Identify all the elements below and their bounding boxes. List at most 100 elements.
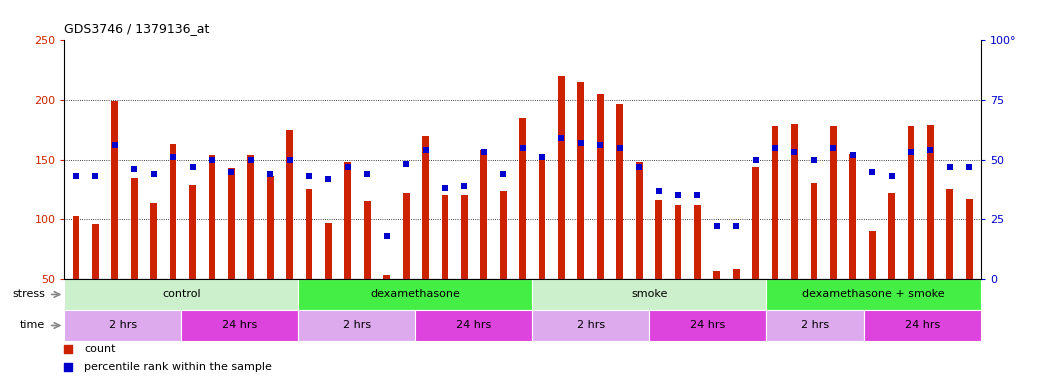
- Bar: [228, 168, 235, 279]
- Bar: [298, 310, 415, 341]
- Bar: [675, 205, 681, 279]
- Bar: [532, 310, 650, 341]
- Bar: [415, 310, 532, 341]
- Bar: [247, 155, 254, 279]
- Bar: [151, 203, 157, 279]
- Point: [573, 140, 590, 146]
- Bar: [500, 191, 507, 279]
- Point: [747, 157, 764, 163]
- Point: [728, 223, 744, 230]
- Bar: [733, 270, 740, 279]
- Point: [767, 145, 784, 151]
- Point: [456, 183, 472, 189]
- Bar: [532, 279, 766, 310]
- Point: [301, 173, 318, 179]
- Text: count: count: [84, 344, 115, 354]
- Bar: [209, 155, 215, 279]
- Point: [339, 164, 356, 170]
- Text: 2 hrs: 2 hrs: [343, 321, 371, 331]
- Point: [670, 192, 686, 199]
- Point: [359, 171, 376, 177]
- Point: [126, 166, 142, 172]
- Bar: [577, 82, 584, 279]
- Point: [845, 152, 862, 158]
- Text: stress: stress: [12, 290, 45, 300]
- Bar: [927, 125, 934, 279]
- Text: 2 hrs: 2 hrs: [109, 321, 137, 331]
- Bar: [519, 118, 526, 279]
- Bar: [267, 176, 274, 279]
- Point: [60, 346, 77, 353]
- Point: [805, 157, 822, 163]
- Point: [223, 169, 240, 175]
- Bar: [655, 200, 662, 279]
- Text: smoke: smoke: [631, 290, 667, 300]
- Point: [864, 169, 880, 175]
- Bar: [597, 94, 604, 279]
- Bar: [617, 104, 623, 279]
- Bar: [849, 154, 856, 279]
- Point: [165, 154, 182, 161]
- Bar: [766, 279, 981, 310]
- Point: [534, 154, 550, 161]
- Bar: [64, 279, 298, 310]
- Text: control: control: [162, 290, 200, 300]
- Text: 24 hrs: 24 hrs: [690, 321, 726, 331]
- Bar: [947, 189, 953, 279]
- Point: [60, 364, 77, 370]
- Bar: [830, 126, 837, 279]
- Point: [553, 135, 570, 141]
- Point: [961, 164, 978, 170]
- Point: [650, 188, 666, 194]
- Point: [883, 173, 900, 179]
- Bar: [907, 126, 914, 279]
- Text: percentile rank within the sample: percentile rank within the sample: [84, 362, 272, 372]
- Point: [825, 145, 842, 151]
- Point: [184, 164, 200, 170]
- Bar: [650, 310, 766, 341]
- Point: [417, 147, 434, 153]
- Bar: [694, 205, 701, 279]
- Text: dexamethasone + smoke: dexamethasone + smoke: [802, 290, 945, 300]
- Point: [262, 171, 278, 177]
- Text: 24 hrs: 24 hrs: [457, 321, 492, 331]
- Point: [689, 192, 706, 199]
- Point: [515, 145, 531, 151]
- Bar: [64, 310, 182, 341]
- Point: [941, 164, 958, 170]
- Point: [87, 173, 104, 179]
- Point: [592, 142, 608, 148]
- Point: [203, 157, 220, 163]
- Point: [611, 145, 628, 151]
- Point: [145, 171, 162, 177]
- Point: [903, 149, 920, 156]
- Bar: [461, 195, 468, 279]
- Bar: [403, 193, 410, 279]
- Bar: [791, 124, 798, 279]
- Bar: [869, 231, 876, 279]
- Text: dexamethasone: dexamethasone: [371, 290, 460, 300]
- Bar: [771, 126, 778, 279]
- Bar: [539, 156, 545, 279]
- Point: [922, 147, 938, 153]
- Bar: [753, 167, 759, 279]
- Bar: [73, 216, 79, 279]
- Point: [709, 223, 726, 230]
- Bar: [111, 101, 118, 279]
- Text: 24 hrs: 24 hrs: [222, 321, 257, 331]
- Text: GDS3746 / 1379136_at: GDS3746 / 1379136_at: [64, 22, 210, 35]
- Point: [67, 173, 84, 179]
- Bar: [441, 195, 448, 279]
- Bar: [766, 310, 864, 341]
- Bar: [169, 144, 176, 279]
- Bar: [364, 201, 371, 279]
- Point: [437, 185, 454, 191]
- Bar: [635, 162, 643, 279]
- Bar: [286, 130, 293, 279]
- Bar: [189, 185, 196, 279]
- Point: [786, 149, 802, 156]
- Point: [398, 161, 414, 167]
- Text: 24 hrs: 24 hrs: [905, 321, 940, 331]
- Bar: [422, 136, 429, 279]
- Bar: [305, 189, 312, 279]
